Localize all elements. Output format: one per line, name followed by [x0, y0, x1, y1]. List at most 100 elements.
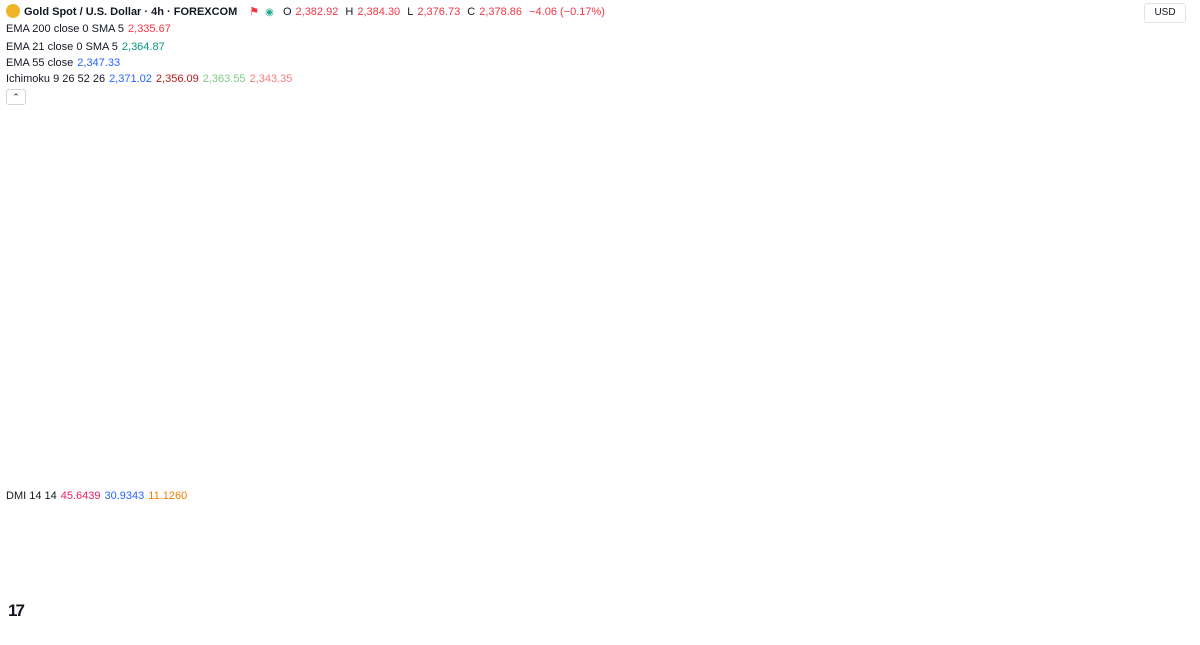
- candle-body: [511, 124, 515, 132]
- candle-body: [339, 188, 342, 197]
- fib-label: 0.5 (2,122.34): [401, 420, 457, 430]
- cloud-segment: [435, 143, 440, 166]
- cloud-segment: [316, 173, 321, 287]
- candle-body: [951, 182, 954, 187]
- cloud-segment: [655, 172, 659, 203]
- candle-body: [180, 127, 184, 138]
- cloud-segment: [810, 148, 814, 175]
- cloud-segment: [813, 149, 818, 177]
- indicator-ema55[interactable]: EMA 55 close 2,347.33: [6, 57, 121, 69]
- candle-body: [342, 194, 346, 197]
- y-tick-label: 2,400.00: [1158, 107, 1193, 117]
- moving-averages: [1, 82, 1000, 443]
- cloud-segment: [439, 148, 443, 165]
- candle-body: [918, 189, 922, 198]
- symbol-title[interactable]: Gold Spot / U.S. Dollar · 4h · FOREXCOM: [24, 6, 238, 18]
- cloud-segment: [266, 237, 270, 357]
- cloud-segment: [338, 160, 342, 257]
- cloud-segment: [784, 132, 789, 168]
- candle-body: [843, 155, 846, 167]
- candle-body: [861, 188, 864, 191]
- candle-body: [785, 196, 789, 201]
- candle-body: [839, 166, 843, 176]
- cloud-segment: [828, 154, 832, 183]
- cloud-segment: [532, 171, 537, 204]
- cloud-segment: [637, 182, 641, 202]
- cloud-segment: [475, 149, 479, 178]
- cloud-segment: [788, 134, 792, 170]
- currency-button[interactable]: USD: [1144, 3, 1186, 23]
- cloud-segment: [950, 179, 954, 198]
- price-tag: [1154, 127, 1198, 153]
- candle-body: [115, 176, 119, 182]
- cloud-segment: [576, 186, 580, 209]
- tradingview-logo[interactable]: 17: [8, 601, 25, 620]
- candle-body: [7, 372, 11, 374]
- cloud-segment: [925, 169, 929, 199]
- candle-body: [540, 67, 544, 80]
- candle-body: [594, 183, 598, 185]
- candle-body: [544, 79, 547, 81]
- candle-body: [846, 155, 850, 170]
- trendline: [530, 54, 858, 184]
- cloud-segment: [392, 135, 396, 199]
- dmi-legend[interactable]: DMI 14 14 45.6439 30.9343 11.1260: [6, 490, 188, 502]
- candle-body: [684, 177, 688, 185]
- lightning-icon-circle: [995, 465, 1011, 481]
- low-value: 2,376.73: [417, 6, 461, 18]
- candle-body: [997, 123, 1001, 131]
- symbol-header[interactable]: Gold Spot / U.S. Dollar · 4h · FOREXCOM ⚑…: [6, 4, 613, 18]
- indicator-ema200[interactable]: EMA 200 close 0 SMA 5 2,335.67: [6, 23, 171, 35]
- candle-body: [40, 320, 43, 334]
- candle-body: [889, 199, 893, 202]
- cloud-segment: [471, 149, 476, 177]
- lightning-icon[interactable]: [995, 465, 1011, 481]
- candle-body: [256, 120, 259, 133]
- cloud-segment: [410, 130, 414, 182]
- cloud-segment: [522, 169, 526, 199]
- cloud-segment: [432, 137, 436, 168]
- cloud-segment: [486, 153, 490, 179]
- indicator-ema21[interactable]: EMA 21 close 0 SMA 5 2,364.87: [6, 41, 165, 53]
- settings-gear-icon[interactable]: ⚙: [1173, 630, 1183, 642]
- cloud-segment: [356, 144, 360, 234]
- candle-body: [864, 187, 868, 191]
- indicator-ichimoku[interactable]: Ichimoku 9 26 52 26 2,371.02 2,356.09 2,363…: [6, 73, 293, 85]
- candle-body: [555, 84, 558, 99]
- candle-body: [313, 187, 317, 191]
- cloud-segment: [907, 174, 911, 194]
- cloud-segment: [702, 116, 706, 186]
- cloud-segment: [914, 172, 918, 197]
- cloud-segment: [586, 190, 591, 209]
- candle-body: [310, 190, 313, 193]
- candle-body: [745, 206, 749, 211]
- candle-body: [148, 142, 151, 144]
- candle-body: [83, 211, 87, 215]
- cloud-segment: [716, 106, 720, 179]
- candle-body: [241, 123, 245, 128]
- candle-body: [328, 178, 331, 185]
- cloud-segment: [381, 136, 386, 208]
- candle-body: [767, 193, 771, 202]
- cloud-segment: [298, 192, 303, 313]
- dmi-tick-label: 30.0000: [1158, 541, 1191, 551]
- candle-body: [216, 123, 220, 127]
- candle-body: [915, 196, 918, 198]
- collapse-legend-button[interactable]: ⌃: [6, 89, 26, 105]
- cloud-segment: [324, 169, 328, 276]
- cloud-segment: [993, 190, 998, 196]
- candle-body: [688, 174, 691, 178]
- open-value: 2,382.92: [295, 6, 339, 18]
- cloud-segment: [936, 170, 940, 198]
- high-value: 2,384.30: [357, 6, 401, 18]
- favorite-flag-icon[interactable]: ⚑: [249, 6, 260, 18]
- candle-body: [436, 209, 439, 212]
- cloud-segment: [961, 183, 965, 196]
- candle-body: [702, 149, 706, 161]
- candle-body: [648, 180, 652, 185]
- x-tick-label: 20: [527, 631, 537, 641]
- candle-body: [105, 176, 108, 178]
- cloud-segment: [262, 243, 267, 361]
- cloud-segment: [900, 174, 904, 190]
